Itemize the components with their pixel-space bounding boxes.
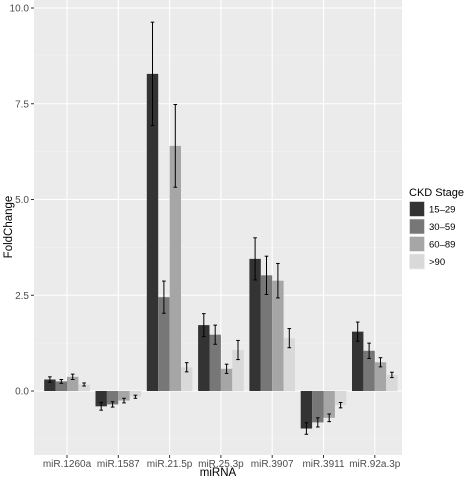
- bar: [386, 374, 398, 391]
- bar: [209, 334, 221, 391]
- bar: [260, 275, 273, 391]
- error-bars: [48, 21, 394, 435]
- bar: [95, 391, 107, 407]
- y-axis-ticks: 0.0 2.5 5.0 7.5 10.0: [10, 4, 34, 398]
- y-tick-label: 5.0: [15, 195, 29, 206]
- x-tick-label: miR.1260a: [43, 459, 92, 470]
- bar: [300, 391, 313, 429]
- x-axis-ticks: miR.1260a miR.1587 miR.21.5p miR.25.3p miR.3…: [43, 455, 401, 470]
- bar: [220, 368, 233, 391]
- legend-key: [409, 201, 425, 217]
- bar: [146, 73, 159, 391]
- bar: [106, 391, 119, 405]
- y-tick-label: 10.0: [10, 4, 30, 15]
- y-tick-label: 2.5: [15, 291, 29, 302]
- bar: [55, 381, 67, 391]
- legend-key: [409, 236, 425, 252]
- y-tick-label: 7.5: [15, 99, 29, 110]
- bar: [44, 379, 56, 391]
- bar: [374, 362, 387, 391]
- y-tick-label: 0.0: [15, 387, 29, 398]
- x-tick-label: miR.1587: [97, 459, 140, 470]
- bars: [44, 73, 398, 429]
- bar: [67, 376, 79, 391]
- bar: [352, 331, 364, 391]
- legend-label: 15–29: [429, 205, 455, 216]
- legend-label: 30–59: [429, 222, 455, 233]
- bar: [283, 338, 295, 391]
- bar: [169, 145, 181, 391]
- legend-label: >90: [429, 257, 445, 268]
- bar: [249, 258, 261, 391]
- x-tick-label: miR.3907: [251, 459, 294, 470]
- bar: [334, 391, 347, 406]
- bar: [181, 367, 193, 391]
- legend-key: [409, 219, 425, 234]
- x-tick-label: miR.92a.3p: [349, 459, 401, 470]
- bar: [78, 384, 90, 391]
- bar: [312, 391, 324, 423]
- legend: CKD Stage 15–29 30–59 60–89 >90: [409, 187, 464, 270]
- legend-title: CKD Stage: [409, 187, 464, 199]
- bar: [323, 391, 335, 418]
- y-axis-title: FoldChange: [3, 196, 15, 259]
- legend-key: [409, 254, 425, 269]
- x-tick-label: miR.3911: [302, 459, 344, 470]
- x-axis-title: miRNA: [200, 467, 237, 479]
- bar: [272, 280, 284, 391]
- bar: [232, 350, 244, 391]
- bar: [158, 297, 170, 391]
- bar: [118, 391, 130, 401]
- bar: [363, 350, 375, 391]
- bar: [129, 391, 142, 397]
- legend-label: 60–89: [429, 240, 455, 251]
- x-tick-label: miR.25.3p: [198, 459, 244, 470]
- x-tick-label: miR.21.5p: [147, 459, 193, 470]
- bar: [198, 325, 210, 391]
